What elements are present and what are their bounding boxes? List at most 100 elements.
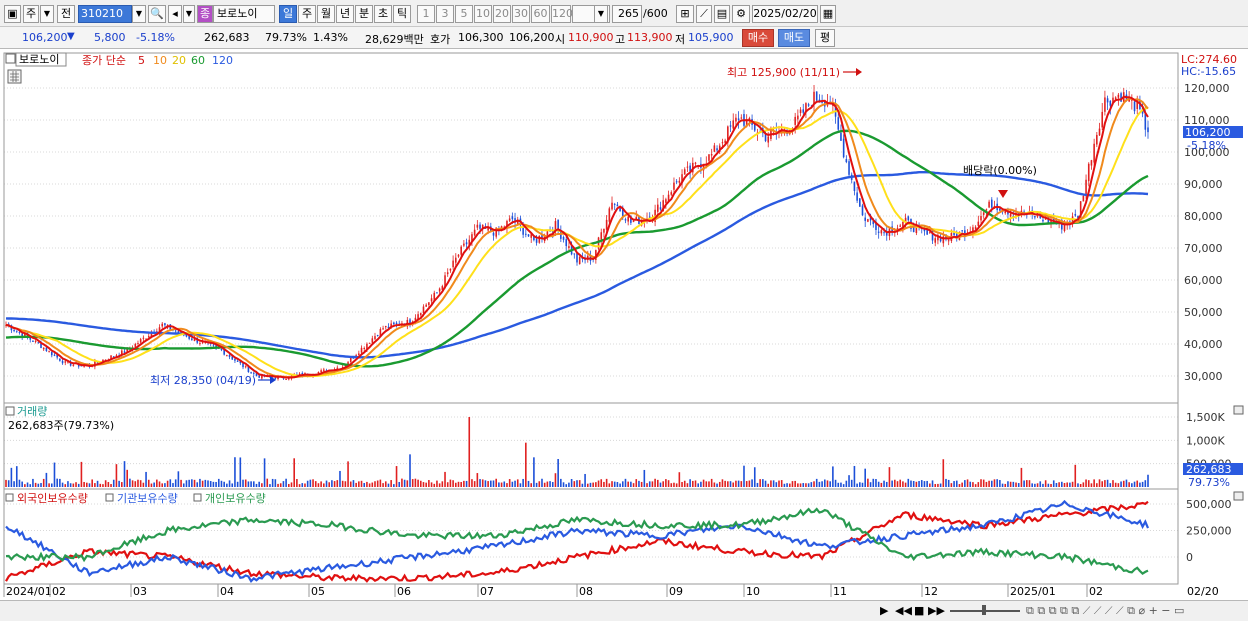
tab-0[interactable]: 일 — [279, 5, 297, 23]
interval-button-5[interactable]: 5 — [455, 5, 473, 23]
rewind-icon[interactable]: ◀◀ — [895, 604, 912, 617]
candle — [869, 216, 872, 221]
sell-button[interactable]: 매도 — [778, 29, 810, 47]
candle — [848, 161, 850, 175]
code-input[interactable]: 310210 — [78, 5, 132, 23]
buy-button[interactable]: 매수 — [742, 29, 774, 47]
candle — [511, 216, 514, 220]
stop-icon[interactable]: ■ — [914, 604, 925, 617]
tab-4[interactable]: 분 — [355, 5, 373, 23]
price-tick-label: 80,000 — [1184, 210, 1223, 223]
candle — [708, 154, 710, 161]
eval-button[interactable]: 평 — [815, 29, 835, 47]
candle — [939, 236, 942, 242]
volume-bar — [288, 483, 290, 487]
candle — [15, 330, 18, 332]
legend-ma5: 5 — [138, 54, 145, 67]
volume-bar — [578, 480, 581, 487]
tab-5[interactable]: 초 — [374, 5, 392, 23]
holding-panel-close-icon[interactable] — [1233, 491, 1244, 501]
volume-bar — [1063, 482, 1066, 487]
search-icon[interactable]: 🔍 — [148, 5, 166, 23]
volume-bar — [977, 482, 980, 487]
max-arrow-icon — [856, 68, 862, 76]
prev-button[interactable]: 전 — [57, 5, 75, 23]
candle — [576, 253, 578, 263]
period-dropdown-icon[interactable]: ▼ — [40, 5, 54, 23]
candle — [988, 201, 990, 208]
panel-menu-icon[interactable] — [5, 53, 16, 64]
period-selector[interactable]: 주 — [23, 5, 39, 23]
volume-bar — [112, 479, 115, 487]
draw-icon[interactable]: ⟋ — [696, 5, 712, 23]
volume-bar — [1007, 481, 1009, 487]
price-tick-label: 30,000 — [1184, 370, 1223, 383]
save-icon[interactable]: ▤ — [714, 5, 730, 23]
volume-bar — [702, 479, 705, 487]
volume-panel-close-icon[interactable] — [1233, 405, 1244, 415]
volume-bar — [452, 480, 454, 487]
volume-bar — [53, 462, 56, 487]
calendar-icon[interactable]: ▦ — [820, 5, 836, 23]
tab-6[interactable]: 틱 — [393, 5, 411, 23]
layout-icon[interactable]: ▣ — [4, 5, 21, 23]
candle — [21, 333, 23, 337]
tab-2[interactable]: 월 — [317, 5, 335, 23]
stock-name[interactable]: 보로노이 — [213, 5, 275, 23]
candle — [632, 221, 635, 223]
zoom-slider-handle[interactable] — [982, 605, 986, 615]
interval-button-20[interactable]: 20 — [493, 5, 511, 23]
candle — [864, 217, 866, 221]
candle — [740, 117, 743, 119]
tab-1[interactable]: 주 — [298, 5, 316, 23]
volume-bar — [37, 483, 40, 487]
code-dropdown-icon[interactable]: ▼ — [132, 5, 146, 23]
volume-bar — [899, 479, 902, 487]
legend-box[interactable] — [15, 52, 67, 67]
volume-bar — [759, 479, 761, 487]
holding-tick-label: 0 — [1186, 551, 1193, 564]
holding-line-2 — [5, 507, 1149, 575]
candle — [137, 343, 139, 345]
interval-button-120[interactable]: 120 — [551, 5, 573, 23]
tool-icons[interactable]: ⧉ ⧉ ⧉ ⧉ ⧉ ⟋ ⟋ ⟋ ⟋ ⧉ ⌀ + − ▭ — [1026, 604, 1185, 617]
candle — [158, 327, 161, 333]
gear-icon[interactable]: ⚙ — [732, 5, 750, 23]
volume-bar — [1042, 483, 1044, 487]
candle — [945, 234, 947, 240]
candle — [926, 228, 928, 235]
volume-current-pct: 79.73% — [1188, 476, 1230, 489]
grid-icon[interactable] — [7, 69, 22, 84]
tab-3[interactable]: 년 — [336, 5, 354, 23]
candle — [527, 234, 530, 237]
interval-button-3[interactable]: 3 — [436, 5, 454, 23]
volume-bar — [551, 482, 554, 487]
candle — [573, 253, 576, 255]
chart-tool-icon[interactable]: ⊞ — [676, 5, 694, 23]
interval-button-30[interactable]: 30 — [512, 5, 530, 23]
candle — [867, 219, 869, 222]
candle — [853, 181, 856, 191]
volume-bar — [748, 480, 751, 487]
volume-bar — [331, 480, 333, 487]
legend-ma-label: 종가 단순 — [82, 54, 126, 67]
volume-bar — [317, 483, 320, 487]
date-input[interactable]: 2025/02/20 — [752, 5, 818, 23]
interval-button-10[interactable]: 10 — [474, 5, 492, 23]
candle — [454, 257, 457, 263]
interval-button-60[interactable]: 60 — [531, 5, 550, 23]
interval-button-1[interactable]: 1 — [417, 5, 435, 23]
candle — [204, 342, 207, 344]
fast-forward-icon[interactable]: ▶▶ — [928, 604, 945, 617]
speaker-icon[interactable]: ◂ — [168, 5, 182, 23]
price-change-pct: -5.18% — [136, 31, 175, 44]
speaker-dropdown-icon[interactable]: ▼ — [183, 5, 195, 23]
volume-bar — [1052, 480, 1055, 487]
volume-bar — [217, 478, 220, 487]
interval-dropdown-icon[interactable]: ▼ — [594, 5, 608, 23]
volume-bar — [1009, 481, 1012, 487]
scroll-right-icon[interactable]: ▶ — [880, 604, 889, 617]
count-input[interactable]: 265 — [612, 5, 642, 23]
current-price: 106,200 — [22, 31, 68, 44]
candle — [228, 354, 231, 357]
